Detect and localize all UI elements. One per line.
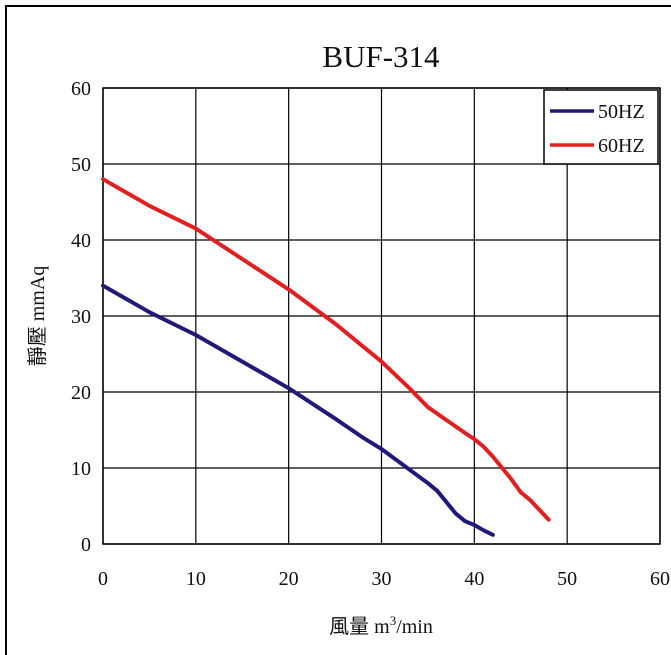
- y-tick-label: 60: [71, 78, 91, 100]
- legend-label-50hz: 50HZ: [598, 101, 645, 123]
- legend-label-60hz: 60HZ: [598, 135, 645, 157]
- tick-layer: 0 10 20 30 40 50 60 0 10 20 30 40 50 60: [71, 78, 670, 590]
- y-tick-label: 10: [71, 458, 91, 480]
- x-tick-label: 50: [557, 568, 577, 590]
- grid-layer: [102, 87, 661, 545]
- chart-frame: [5, 5, 671, 655]
- y-tick-label: 0: [81, 534, 91, 556]
- y-tick-label: 50: [71, 154, 91, 176]
- legend-box: [543, 89, 659, 165]
- x-tick-label: 40: [464, 568, 484, 590]
- x-tick-label: 60: [650, 568, 670, 590]
- series-line-50hz: [101, 283, 495, 537]
- x-axis-label-sup: 3: [390, 613, 397, 628]
- x-tick-label: 30: [372, 568, 392, 590]
- x-axis-label-tail: /min: [396, 616, 433, 638]
- x-axis-label-main: 風量 m: [329, 616, 390, 638]
- x-tick-label: 20: [279, 568, 299, 590]
- x-axis-label: 風量 m3/min: [329, 613, 433, 638]
- x-tick-label: 0: [98, 568, 108, 590]
- legend: 50HZ 60HZ: [543, 89, 659, 165]
- series-layer: [101, 177, 551, 537]
- y-axis-label: 靜壓 mmAq: [26, 266, 49, 367]
- x-tick-label: 10: [186, 568, 206, 590]
- series-line-60hz: [101, 177, 551, 522]
- chart-title: BUF-314: [322, 39, 440, 74]
- y-tick-label: 30: [71, 306, 91, 328]
- y-tick-label: 40: [71, 230, 91, 252]
- y-tick-label: 20: [71, 382, 91, 404]
